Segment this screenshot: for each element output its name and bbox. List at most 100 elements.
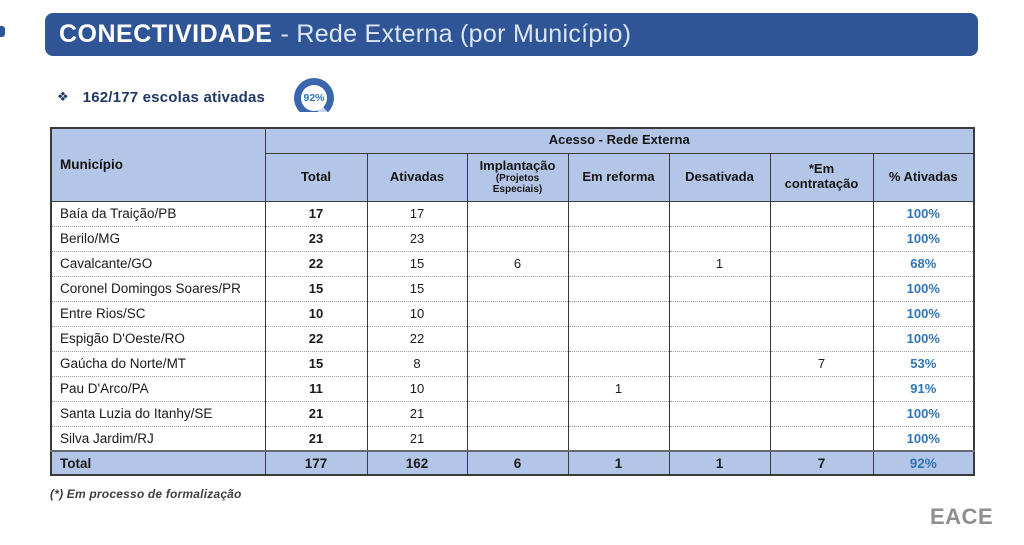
ativadas-cell: 21	[366, 400, 468, 426]
table-row: Baía da Traição/PB 17 17 100%	[50, 201, 975, 226]
em-contratacao-cell	[769, 201, 874, 226]
implantacao-cell	[466, 375, 569, 401]
total-cell: 15	[264, 350, 368, 376]
connectivity-table: Município Acesso - Rede Externa Total At…	[50, 127, 976, 476]
municipio-cell: Silva Jardim/RJ	[50, 425, 266, 451]
total-em-reforma-cell: 1	[567, 450, 670, 475]
ativadas-cell: 8	[366, 350, 468, 376]
implantacao-label: Implantação	[479, 157, 556, 173]
desativada-cell	[668, 225, 771, 251]
total-cell: 11	[264, 375, 368, 401]
em-reforma-cell	[567, 275, 670, 301]
desativada-cell	[668, 425, 771, 451]
municipio-cell: Coronel Domingos Soares/PR	[50, 275, 266, 301]
total-cell: 17	[264, 201, 368, 226]
table-row: Espigão D'Oeste/RO 22 22 100%	[50, 325, 975, 351]
pct-cell: 100%	[872, 201, 975, 226]
em-reforma-cell	[567, 201, 670, 226]
total-implantacao-cell: 6	[466, 450, 569, 475]
em-contratacao-cell	[769, 250, 874, 276]
total-cell: 23	[264, 225, 368, 251]
municipio-cell: Gaúcha do Norte/MT	[50, 350, 266, 376]
implantacao-cell	[466, 201, 569, 226]
em-reforma-cell: 1	[567, 375, 670, 401]
total-cell: 21	[264, 400, 368, 426]
pct-cell: 68%	[872, 250, 975, 276]
em-contratacao-cell	[769, 425, 874, 451]
ativadas-cell: 17	[366, 201, 468, 226]
column-header-implantacao: Implantação (Projetos Especiais)	[466, 152, 569, 202]
gauge-value: 92%	[303, 92, 325, 104]
table-row: Entre Rios/SC 10 10 100%	[50, 300, 975, 326]
total-cell: 22	[264, 250, 368, 276]
ativadas-cell: 22	[366, 325, 468, 351]
municipio-cell: Santa Luzia do Itanhy/SE	[50, 400, 266, 426]
em-contratacao-cell	[769, 300, 874, 326]
ativadas-cell: 15	[366, 250, 468, 276]
desativada-cell	[668, 350, 771, 376]
table-header: Município Acesso - Rede Externa Total At…	[50, 127, 975, 202]
em-reforma-cell	[567, 350, 670, 376]
pct-cell: 100%	[872, 225, 975, 251]
em-contratacao-cell	[769, 225, 874, 251]
column-header-ativadas: Ativadas	[366, 152, 468, 202]
ativadas-cell: 10	[366, 375, 468, 401]
total-cell: 22	[264, 325, 368, 351]
em-reforma-cell	[567, 300, 670, 326]
column-header-pct-ativadas: % Ativadas	[872, 152, 975, 202]
table-row: Berilo/MG 23 23 100%	[50, 225, 975, 251]
desativada-cell	[668, 201, 771, 226]
progress-gauge-icon: 92%	[294, 78, 334, 112]
ativadas-cell: 10	[366, 300, 468, 326]
pct-cell: 100%	[872, 400, 975, 426]
pct-cell: 91%	[872, 375, 975, 401]
em-contratacao-cell: 7	[769, 350, 874, 376]
table-row: Coronel Domingos Soares/PR 15 15 100%	[50, 275, 975, 301]
municipio-cell: Espigão D'Oeste/RO	[50, 325, 266, 351]
table-row: Gaúcha do Norte/MT 15 8 7 53%	[50, 350, 975, 376]
em-contratacao-cell	[769, 275, 874, 301]
column-header-municipio: Município	[50, 127, 266, 202]
em-reforma-cell	[567, 325, 670, 351]
municipio-cell: Baía da Traição/PB	[50, 201, 266, 226]
municipio-cell: Berilo/MG	[50, 225, 266, 251]
pct-cell: 100%	[872, 325, 975, 351]
implantacao-cell	[466, 400, 569, 426]
column-header-total: Total	[264, 152, 368, 202]
table-row: Santa Luzia do Itanhy/SE 21 21 100%	[50, 400, 975, 426]
total-cell: 15	[264, 275, 368, 301]
implantacao-cell	[466, 225, 569, 251]
municipio-cell: Entre Rios/SC	[50, 300, 266, 326]
total-cell: 10	[264, 300, 368, 326]
group-header-acesso: Acesso - Rede Externa	[264, 127, 975, 154]
em-contratacao-cell	[769, 400, 874, 426]
column-header-desativada: Desativada	[668, 152, 771, 202]
summary-text: 162/177 escolas ativadas	[82, 88, 266, 106]
table-row: Cavalcante/GO 22 15 6 1 68%	[50, 250, 975, 276]
implantacao-cell	[466, 325, 569, 351]
em-reforma-cell	[567, 225, 670, 251]
total-ativadas-cell: 162	[366, 450, 468, 475]
page-title: CONECTIVIDADE - Rede Externa (por Municí…	[45, 13, 978, 56]
implantacao-cell	[466, 350, 569, 376]
total-label-cell: Total	[50, 450, 266, 475]
ativadas-cell: 23	[366, 225, 468, 251]
desativada-cell	[668, 325, 771, 351]
group-header-row: Município Acesso - Rede Externa	[50, 127, 975, 202]
pct-cell: 100%	[872, 300, 975, 326]
em-contratacao-cell	[769, 325, 874, 351]
ativadas-cell: 15	[366, 275, 468, 301]
table-body: Baía da Traição/PB 17 17 100% Berilo/MG 23 23 1…	[50, 201, 975, 475]
implantacao-sublabel: (Projetos Especiais)	[492, 173, 543, 196]
total-row: Total 177 162 6 1 1 7 92%	[50, 450, 975, 475]
em-reforma-cell	[567, 400, 670, 426]
em-reforma-cell	[567, 425, 670, 451]
footnote: (*) Em processo de formalização	[50, 487, 242, 501]
column-header-em-contratacao: *Em contratação	[769, 152, 874, 202]
column-header-em-reforma: Em reforma	[567, 152, 670, 202]
summary-line: ❖ 162/177 escolas ativadas	[57, 85, 265, 109]
pct-cell: 100%	[872, 275, 975, 301]
table-row: Silva Jardim/RJ 21 21 100%	[50, 425, 975, 451]
implantacao-cell	[466, 300, 569, 326]
diamond-bullet-icon: ❖	[57, 89, 69, 104]
